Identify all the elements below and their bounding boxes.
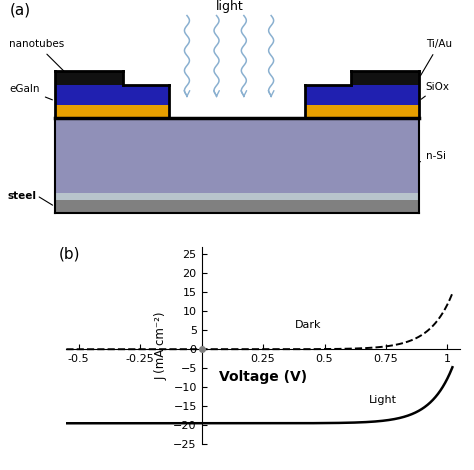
Text: (b): (b) [59,247,81,262]
X-axis label: Voltage (V): Voltage (V) [219,370,307,384]
Bar [55,193,419,200]
Bar [55,200,419,213]
Text: Dark: Dark [295,320,321,329]
Text: nanotubes: nanotubes [9,39,99,106]
Text: eGaIn: eGaIn [9,84,53,100]
Text: Light: Light [369,395,397,406]
Text: SiOx: SiOx [421,82,450,99]
Text: n-Si: n-Si [419,150,446,162]
Text: steel: steel [7,190,36,201]
Text: (a): (a) [9,2,31,17]
Text: light: light [216,0,244,13]
Y-axis label: J (mA cm⁻²): J (mA cm⁻²) [155,311,168,380]
Bar [305,86,419,105]
Bar [55,105,169,118]
Bar [55,86,169,105]
Bar [55,118,419,193]
Text: Ti/Au: Ti/Au [420,39,452,76]
Bar [305,105,419,118]
Bar [351,71,419,86]
Bar [55,71,123,86]
